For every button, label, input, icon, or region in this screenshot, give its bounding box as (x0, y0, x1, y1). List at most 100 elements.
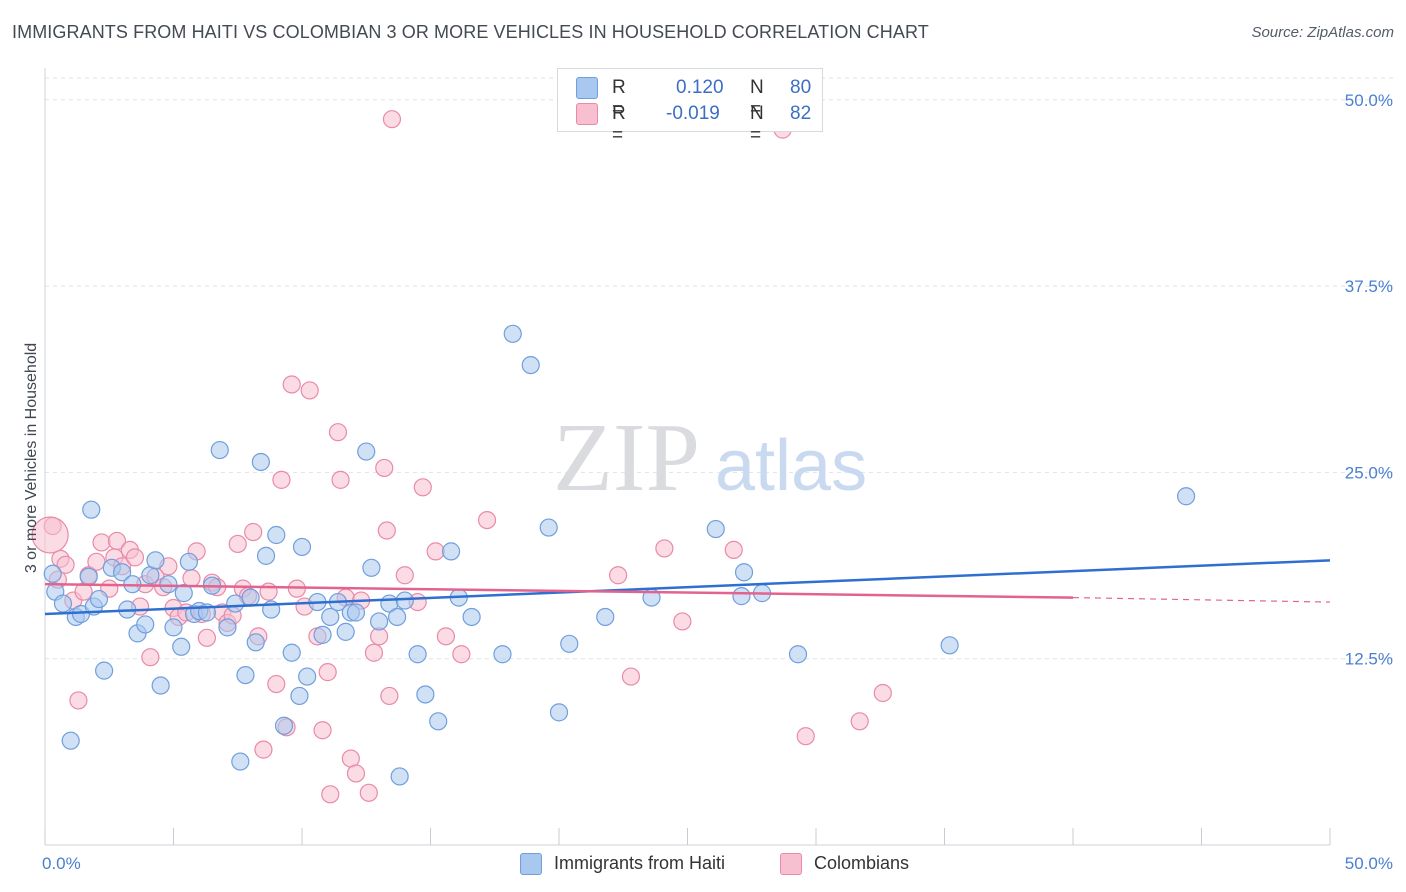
data-point-colombians (125, 548, 145, 567)
legend-n-label: N = (750, 103, 764, 146)
legend-r-label: R = (612, 103, 626, 146)
data-point-haiti (560, 634, 579, 653)
data-point-haiti (79, 567, 98, 586)
data-point-haiti (387, 607, 407, 627)
data-point-haiti (313, 625, 332, 644)
source-credit: Source: ZipAtlas.com (1251, 24, 1394, 41)
legend-r-value-haiti: 0.120 (676, 77, 724, 98)
watermark: ZIP atlas (553, 404, 867, 512)
data-point-haiti (788, 645, 808, 664)
data-point-colombians (328, 423, 348, 442)
data-point-colombians (282, 375, 301, 394)
data-point-haiti (282, 643, 301, 662)
legend-swatch-colombians (576, 103, 598, 125)
legend-n-value-haiti: 80 (790, 77, 812, 98)
y-axis-label: 3 or more Vehicles in Household (23, 343, 40, 573)
data-point-colombians (300, 381, 319, 400)
data-point-haiti (493, 645, 512, 664)
data-point-haiti (164, 618, 183, 637)
data-point-haiti (408, 645, 427, 664)
legend-r-label: R = (612, 77, 626, 120)
data-point-haiti (82, 500, 101, 519)
grid-lines (45, 77, 1395, 660)
y-tick-label: 25.0% (1345, 463, 1393, 482)
data-point-haiti (416, 685, 435, 704)
y-tick-label: 12.5% (1345, 650, 1393, 669)
data-point-colombians (655, 539, 674, 558)
data-point-haiti (236, 665, 255, 685)
data-point-colombians (609, 566, 628, 585)
data-point-haiti (596, 607, 615, 627)
data-point-haiti (940, 636, 959, 655)
data-point-haiti (370, 612, 389, 631)
data-point-colombians (673, 612, 692, 631)
data-point-colombians (228, 534, 247, 554)
series-haiti (43, 324, 1196, 786)
data-point-colombians (477, 510, 497, 530)
x-tick-label-max: 50.0% (1345, 854, 1393, 873)
data-point-haiti (503, 324, 522, 343)
data-point-colombians (436, 627, 456, 646)
data-point-colombians (244, 522, 263, 542)
data-point-colombians (621, 667, 641, 686)
data-point-colombians (272, 470, 291, 489)
data-point-haiti (390, 767, 409, 786)
data-point-colombians (380, 686, 399, 706)
data-point-haiti (179, 552, 199, 571)
data-point-haiti (251, 452, 270, 472)
data-point-colombians (364, 643, 384, 662)
data-point-colombians (197, 628, 217, 647)
axes (44, 68, 1331, 846)
data-point-haiti (521, 355, 540, 375)
data-point-haiti (136, 615, 155, 634)
data-point-colombians (331, 470, 350, 489)
data-point-haiti (267, 525, 286, 545)
chart-title: IMMIGRANTS FROM HAITI VS COLOMBIAN 3 OR … (12, 22, 929, 42)
data-point-haiti (43, 564, 62, 583)
data-point-haiti (321, 607, 340, 627)
x-tick-label-min: 0.0% (42, 854, 81, 873)
data-point-colombians (426, 542, 445, 561)
bottom-legend-label-haiti: Immigrants from Haiti (554, 853, 726, 873)
data-point-colombians (359, 783, 378, 802)
data-point-haiti (441, 542, 461, 561)
data-point-colombians (321, 785, 340, 804)
data-point-haiti (256, 546, 276, 565)
legend-n-label: N = (750, 77, 764, 120)
trend-line-colombians (44, 582, 1074, 599)
data-point-colombians (873, 683, 892, 703)
bottom-legend-swatch-colombians (780, 853, 802, 875)
data-point-haiti (290, 686, 309, 706)
data-point-colombians (69, 691, 88, 710)
data-point-haiti (429, 712, 448, 731)
data-point-haiti (539, 518, 558, 537)
data-point-haiti (346, 603, 366, 622)
trend-line-haiti (44, 559, 1331, 616)
data-point-colombians (259, 582, 278, 601)
tick-labels: 12.5% 25.0% 37.5% 50.0% 0.0% 50.0% (42, 91, 1393, 873)
data-point-colombians (796, 727, 815, 746)
data-point-colombians (413, 478, 432, 497)
data-point-haiti (95, 661, 114, 680)
data-point-haiti (462, 607, 481, 627)
legend-swatch-haiti (576, 77, 598, 99)
data-point-haiti (241, 588, 260, 607)
data-point-haiti (231, 752, 250, 771)
data-point-haiti (146, 551, 165, 570)
data-point-colombians (346, 764, 366, 783)
data-point-colombians (382, 110, 402, 129)
data-point-haiti (159, 575, 178, 594)
data-point-colombians (87, 552, 106, 571)
data-point-haiti (274, 716, 294, 735)
data-point-colombians (31, 516, 69, 554)
data-point-haiti (218, 618, 237, 637)
data-point-haiti (549, 703, 569, 722)
data-point-colombians (375, 458, 394, 478)
legend-r-value-colombians: -0.019 (666, 103, 720, 124)
data-point-haiti (732, 587, 751, 606)
data-point-haiti (53, 594, 73, 613)
data-point-haiti (246, 633, 265, 652)
data-point-haiti (172, 637, 191, 656)
bottom-legend-label-colombians: Colombians (814, 853, 910, 873)
data-point-colombians (107, 531, 127, 551)
